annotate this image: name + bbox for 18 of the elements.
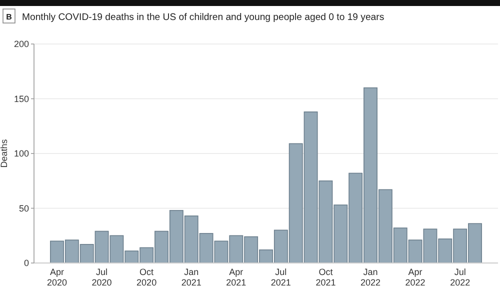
x-tick-label: Apr 2020 — [46, 267, 68, 288]
x-tick-label: Apr 2022 — [405, 267, 426, 288]
x-tick-label: Jul 2021 — [270, 267, 291, 288]
x-tick-label: Oct 2020 — [136, 267, 157, 288]
y-tick-label: 100 — [14, 148, 29, 159]
y-tick-label: 150 — [14, 94, 29, 104]
text: B — [6, 12, 12, 22]
x-tick-label: Jul 2022 — [450, 267, 470, 288]
y-axis-title: Deaths — [0, 138, 9, 168]
x-tick-label: Oct 2021 — [316, 267, 336, 288]
y-tick-label: 0 — [24, 258, 29, 268]
x-tick-label: Jul 2020 — [92, 267, 112, 288]
chart-title: Monthly COVID-19 deaths in the US of children and young people aged 0 to 19 years — [22, 12, 384, 23]
x-tick-label: Jan 2022 — [360, 267, 381, 288]
y-tick-label: 50 — [18, 203, 29, 214]
x-tick-label: Apr 2021 — [226, 267, 246, 288]
y-tick-label: 200 — [14, 39, 29, 50]
x-tick-label: Jan 2021 — [181, 267, 202, 288]
